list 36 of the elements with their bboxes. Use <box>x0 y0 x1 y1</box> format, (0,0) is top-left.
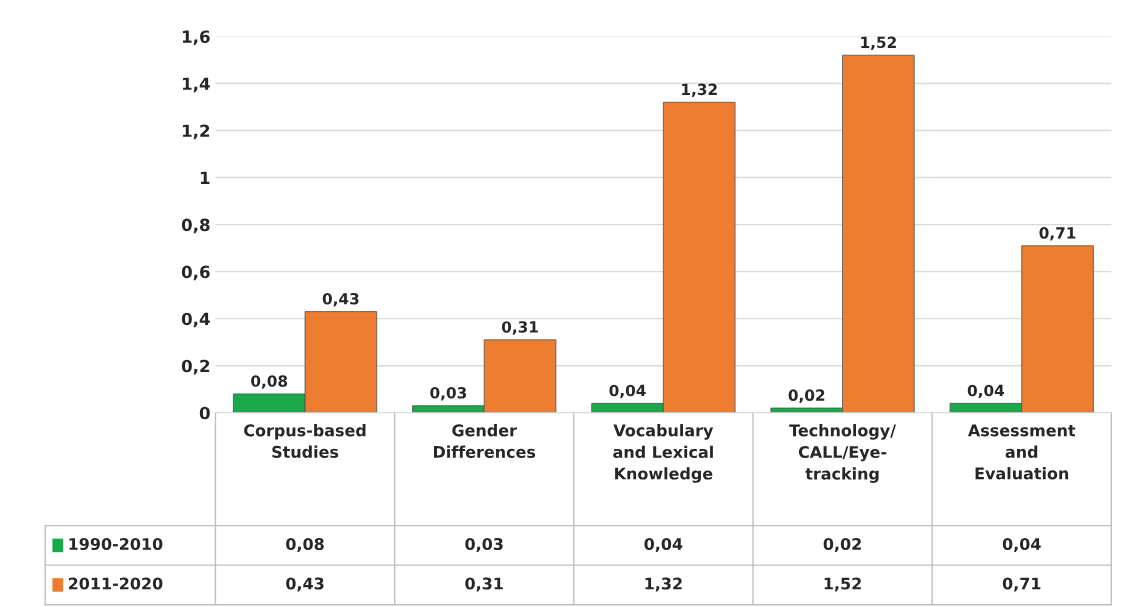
text: 1,52 <box>861 36 896 51</box>
data-label: 0,71 <box>1002 577 1041 592</box>
text: 0,31 <box>501 321 538 335</box>
data-label: 0,04 <box>1002 537 1041 553</box>
y-tick-label: 1 <box>200 171 210 184</box>
data-label: 0,02 <box>823 537 861 553</box>
text: 1,32 <box>682 83 717 98</box>
data-label: 1,52 <box>824 577 861 592</box>
data-label: 1,32 <box>645 577 682 592</box>
text: 0,08 <box>251 375 288 389</box>
legend-label: 1990-2010 <box>69 537 163 551</box>
legend-label: 2011-2020 <box>68 577 163 590</box>
data-label: 0,43 <box>286 577 324 592</box>
x-tick-label: Technology/CALL/Eye-tracking <box>789 424 897 483</box>
text: 0,71 <box>1039 227 1076 241</box>
text: 0,03 <box>430 387 467 401</box>
y-tick-label: 1,2 <box>182 124 210 140</box>
x-tick-label: Assessment and Evaluation <box>967 424 1076 480</box>
y-tick-label: 0,2 <box>181 359 210 375</box>
data-label: 0,04 <box>644 537 683 553</box>
y-tick-label: 0,8 <box>181 218 210 234</box>
y-tick-label: 1,6 <box>182 30 210 46</box>
y-tick-label: 0,4 <box>181 312 210 328</box>
x-tick-label: Vocabulary and Lexical Knowledge <box>613 424 714 483</box>
text: 0,43 <box>322 292 359 307</box>
text: 0,04 <box>967 384 1005 399</box>
text: 0,04 <box>609 384 646 399</box>
y-tick-label: 0,6 <box>181 265 210 281</box>
data-label: 0,08 <box>286 537 324 553</box>
y-tick-label: 1,4 <box>182 77 210 93</box>
data-label: 0,03 <box>465 537 503 553</box>
data-label: 0,31 <box>465 577 503 592</box>
x-tick-label: Gender Differences <box>434 424 536 458</box>
x-tick-label: Corpus-based Studies <box>244 424 366 458</box>
y-tick-label: 0 <box>199 406 210 420</box>
text: 0,02 <box>788 389 825 403</box>
